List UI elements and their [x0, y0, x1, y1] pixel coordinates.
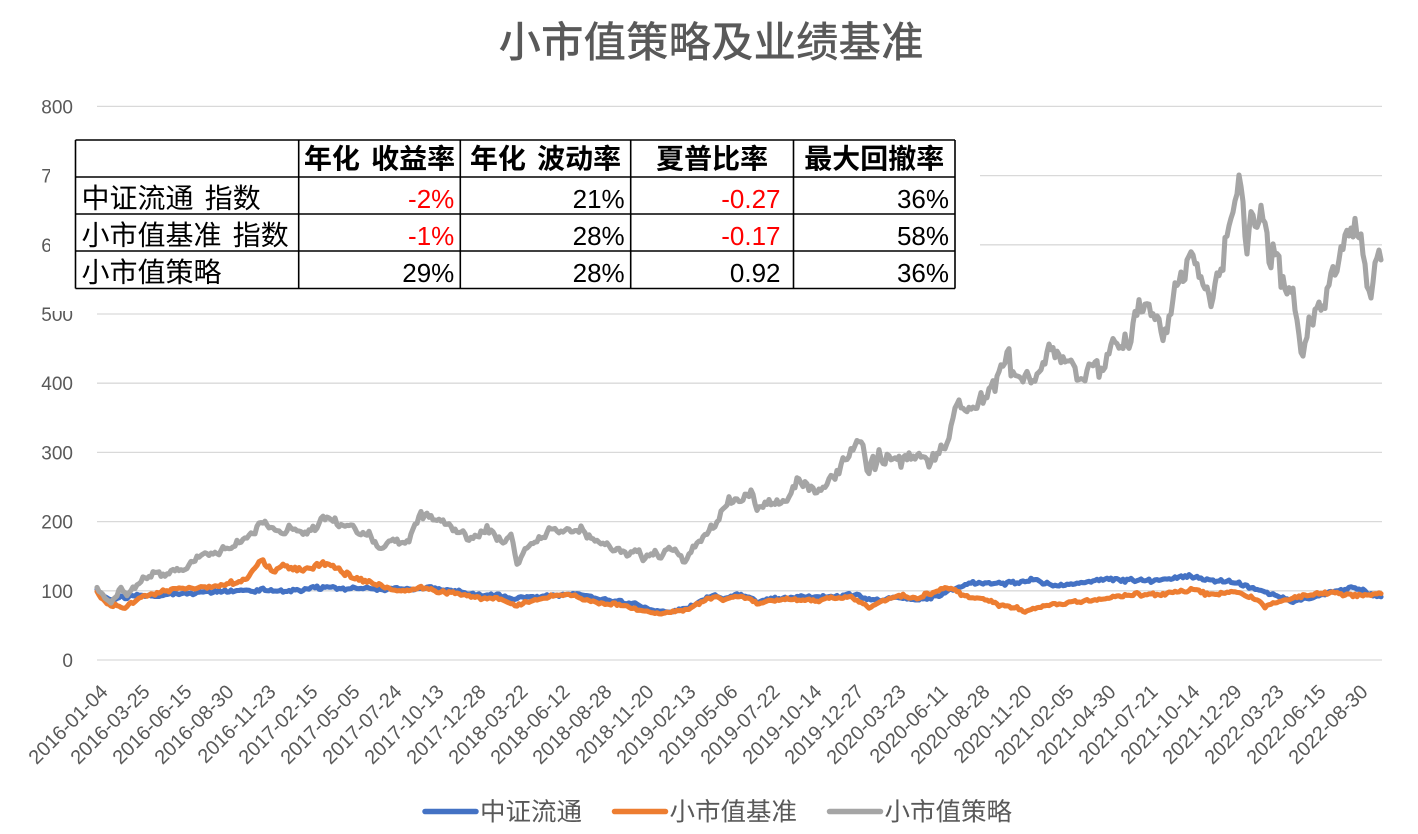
svg-text:-0.27: -0.27 [721, 184, 780, 214]
svg-text:28%: 28% [573, 258, 625, 288]
svg-text:0: 0 [62, 651, 73, 672]
svg-text:300: 300 [41, 443, 73, 464]
svg-text:400: 400 [41, 374, 73, 395]
svg-text:36%: 36% [897, 258, 949, 288]
svg-text:-1%: -1% [408, 221, 454, 251]
svg-text:-2%: -2% [408, 184, 454, 214]
svg-text:0.92: 0.92 [730, 258, 781, 288]
svg-text:58%: 58% [897, 221, 949, 251]
svg-text:800: 800 [41, 97, 73, 118]
svg-text:29%: 29% [402, 258, 454, 288]
svg-text:28%: 28% [573, 221, 625, 251]
svg-text:200: 200 [41, 513, 73, 534]
svg-text:36%: 36% [897, 184, 949, 214]
svg-text:100: 100 [41, 582, 73, 603]
svg-text:21%: 21% [573, 184, 625, 214]
svg-text:-0.17: -0.17 [721, 221, 780, 251]
